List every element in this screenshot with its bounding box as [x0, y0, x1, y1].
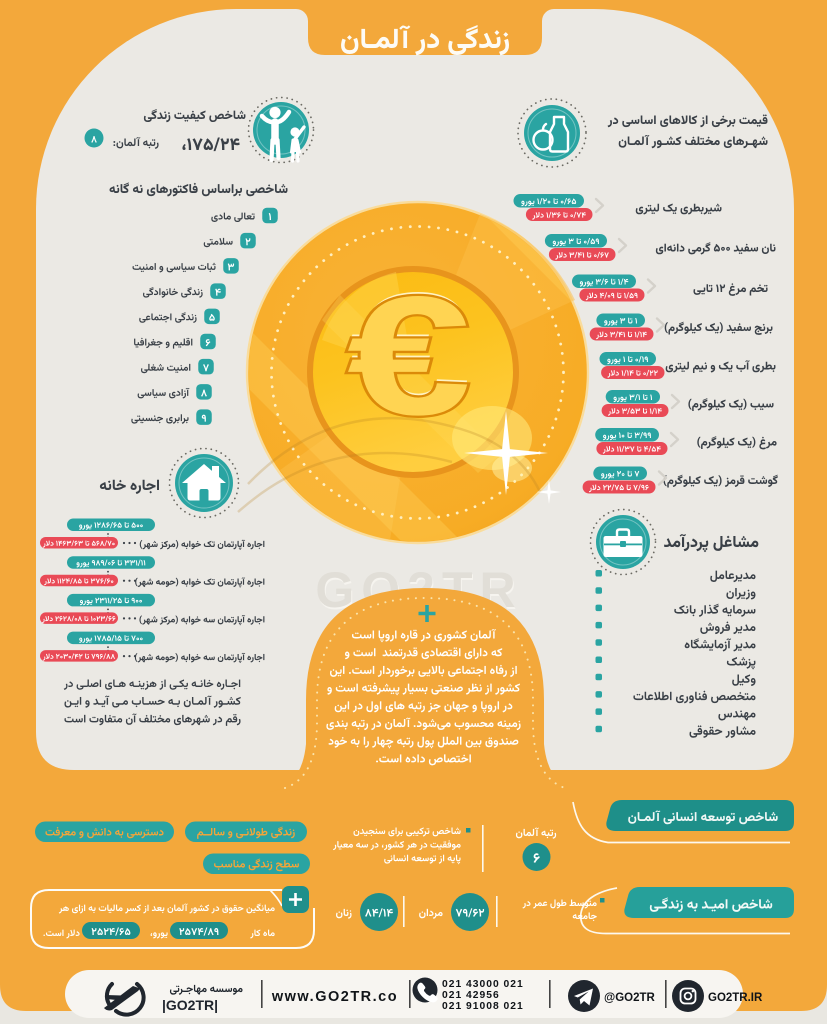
svg-text:€: €: [347, 261, 471, 450]
svg-text:€: €: [347, 257, 471, 446]
svg-text:021 43000 021: 021 43000 021: [442, 979, 524, 990]
svg-text:@GO2TR: @GO2TR: [604, 992, 656, 1004]
svg-text:021 91008 021: 021 91008 021: [442, 1001, 524, 1012]
svg-text:www.GO2TR.co: www.GO2TR.co: [271, 989, 398, 1005]
svg-text:GO2TR.IR: GO2TR.IR: [708, 992, 763, 1004]
svg-text:021 42956: 021 42956: [442, 990, 500, 1001]
svg-text:|GO2TR|: |GO2TR|: [162, 997, 218, 1013]
